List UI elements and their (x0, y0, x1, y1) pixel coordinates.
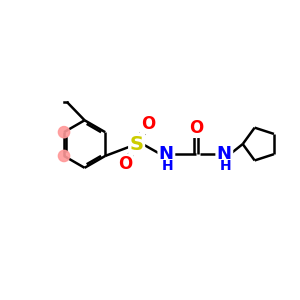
Circle shape (58, 127, 70, 138)
Text: H: H (162, 159, 174, 173)
Circle shape (58, 150, 70, 162)
Text: O: O (189, 119, 203, 137)
Text: H: H (220, 159, 232, 173)
Text: S: S (130, 135, 144, 154)
Text: O: O (118, 155, 133, 173)
Text: N: N (159, 146, 174, 164)
Text: O: O (141, 115, 155, 133)
Text: N: N (217, 146, 232, 164)
